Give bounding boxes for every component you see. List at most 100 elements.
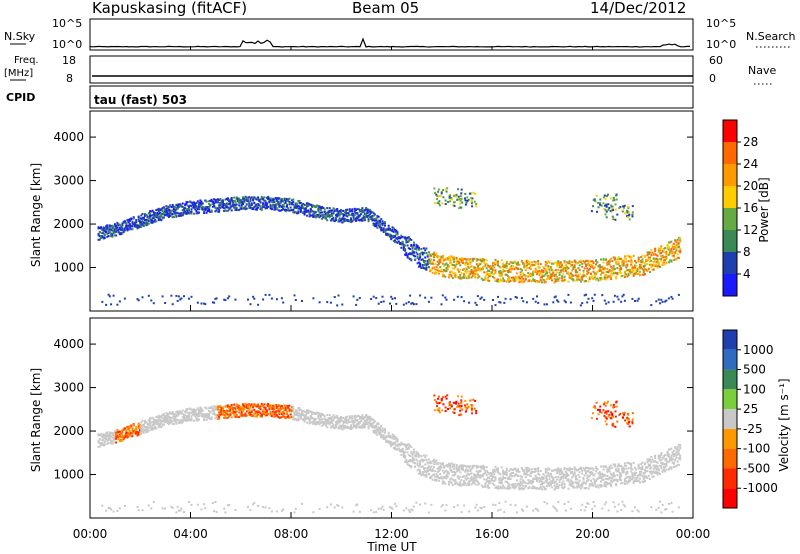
- echo-point: [312, 417, 315, 420]
- echo-point: [268, 507, 271, 510]
- echo-point: [326, 422, 329, 425]
- echo-point: [440, 463, 443, 466]
- echo-point: [561, 263, 564, 266]
- echo-point: [338, 210, 341, 213]
- echo-point: [110, 435, 113, 438]
- echo-point: [179, 205, 182, 207]
- echo-point: [640, 256, 643, 258]
- echo-point: [440, 190, 443, 193]
- echo-point: [623, 271, 626, 274]
- echo-point: [262, 204, 265, 207]
- echo-point: [125, 429, 128, 432]
- colorbar-swatch: [723, 164, 737, 186]
- echo-point: [438, 259, 440, 262]
- echo-point: [429, 467, 432, 469]
- echo-point: [272, 197, 275, 200]
- echo-point: [205, 206, 208, 209]
- echo-point: [254, 412, 257, 415]
- echo-point: [652, 260, 655, 263]
- echo-point: [274, 415, 277, 418]
- echo-point: [156, 420, 159, 423]
- echo-point: [557, 278, 560, 281]
- echo-point: [190, 412, 193, 415]
- echo-point: [309, 417, 312, 420]
- echo-point: [175, 511, 178, 514]
- echo-point: [441, 477, 444, 480]
- echo-point: [267, 195, 270, 198]
- echo-point: [520, 260, 523, 263]
- echo-point: [265, 205, 268, 208]
- echo-point: [162, 216, 165, 219]
- echo-point: [343, 211, 346, 214]
- echo-point: [548, 268, 551, 271]
- echo-point: [433, 259, 435, 262]
- echo-point: [258, 406, 261, 409]
- echo-point: [459, 277, 462, 280]
- cpid-label: CPID: [6, 91, 35, 104]
- echo-point: [115, 432, 118, 434]
- echo-point: [208, 200, 211, 203]
- echo-point: [674, 251, 677, 254]
- echo-point: [380, 429, 383, 432]
- echo-point: [503, 264, 506, 267]
- echo-point: [247, 403, 249, 406]
- echo-point: [177, 421, 180, 424]
- echo-point: [395, 505, 398, 508]
- echo-point: [377, 219, 380, 222]
- echo-point: [161, 212, 164, 215]
- echo-point: [280, 199, 283, 202]
- echo-point: [302, 418, 305, 421]
- nsky-label: N.Sky: [4, 30, 36, 43]
- echo-point: [612, 199, 615, 202]
- echo-point: [455, 195, 457, 198]
- echo-point: [140, 223, 143, 226]
- echo-point: [381, 429, 384, 432]
- echo-point: [332, 211, 335, 214]
- echo-point: [450, 482, 453, 485]
- echo-point: [536, 280, 538, 283]
- echo-point: [445, 474, 448, 476]
- echo-point: [209, 199, 212, 202]
- echo-point: [375, 429, 378, 432]
- echo-point: [667, 248, 670, 251]
- echo-point: [337, 427, 340, 430]
- echo-point: [340, 426, 342, 429]
- echo-point: [267, 206, 270, 209]
- echo-point: [375, 219, 378, 222]
- echo-point: [363, 209, 366, 212]
- echo-point: [573, 260, 576, 263]
- echo-point: [113, 441, 116, 444]
- echo-point: [411, 509, 414, 512]
- echo-point: [476, 295, 479, 298]
- echo-point: [583, 294, 586, 297]
- echo-point: [607, 263, 610, 266]
- echo-point: [529, 265, 532, 268]
- echo-point: [421, 258, 424, 261]
- echo-point: [203, 414, 206, 416]
- echo-point: [466, 258, 469, 261]
- echo-point: [593, 275, 596, 278]
- echo-point: [116, 435, 119, 438]
- echo-point: [204, 416, 207, 419]
- echo-point: [563, 260, 566, 263]
- echo-point: [458, 276, 461, 279]
- echo-point: [461, 268, 464, 271]
- echo-point: [480, 296, 483, 299]
- echo-point: [264, 199, 267, 202]
- echo-point: [149, 217, 151, 220]
- echo-point: [365, 421, 368, 424]
- echo-point: [147, 422, 150, 425]
- echo-point: [381, 505, 384, 508]
- echo-point: [318, 420, 321, 423]
- echo-point: [631, 271, 634, 274]
- echo-point: [116, 221, 119, 224]
- echo-point: [534, 271, 537, 274]
- echo-point: [112, 439, 115, 441]
- echo-point: [247, 505, 249, 508]
- echo-point: [203, 503, 206, 506]
- echo-point: [657, 261, 660, 264]
- echo-point: [120, 438, 123, 441]
- echo-point: [436, 255, 439, 258]
- echo-point: [350, 218, 352, 221]
